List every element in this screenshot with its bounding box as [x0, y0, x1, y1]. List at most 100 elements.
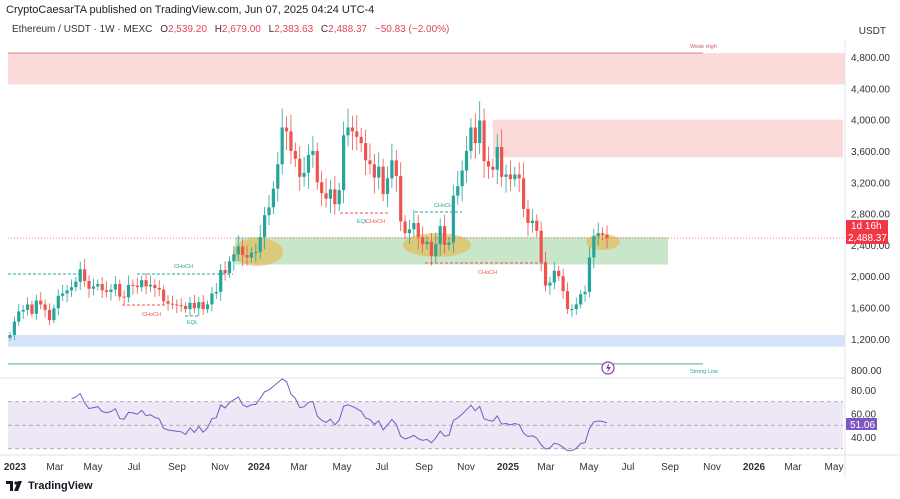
- candle: [548, 276, 552, 295]
- candle: [263, 206, 267, 250]
- candle-body: [425, 241, 429, 245]
- candle-body: [381, 166, 385, 195]
- candle: [473, 113, 477, 159]
- candle: [39, 292, 43, 310]
- price-axis-label: 4,000.00: [851, 116, 890, 127]
- candle-body: [337, 190, 341, 205]
- candle: [346, 108, 350, 147]
- tradingview-logo[interactable]: TradingView: [6, 480, 93, 492]
- symbol-name[interactable]: Ethereum / USDT · 1W · MEXC: [12, 24, 153, 35]
- candle-body: [179, 305, 183, 307]
- candle-body: [52, 308, 56, 321]
- candle-body: [91, 286, 96, 289]
- candle-body: [8, 334, 12, 338]
- candle-body: [526, 208, 530, 223]
- candle: [561, 269, 565, 299]
- candle-body: [491, 166, 495, 170]
- time-axis-label: Nov: [703, 462, 721, 473]
- candle: [284, 115, 289, 151]
- candle: [175, 299, 179, 314]
- candle-body: [197, 302, 201, 309]
- candle-body: [306, 154, 311, 173]
- time-axis-label: Sep: [661, 462, 679, 473]
- candle: [21, 305, 25, 319]
- candle-body: [263, 215, 267, 238]
- candle: [17, 303, 21, 326]
- candle-body: [579, 294, 583, 305]
- candle: [87, 275, 91, 298]
- price-axis-label: 2,000.00: [851, 272, 890, 283]
- candle: [214, 283, 218, 299]
- candle-body: [135, 285, 139, 288]
- candle: [407, 219, 412, 244]
- candle: [412, 209, 416, 237]
- time-axis-label: 2023: [4, 462, 27, 473]
- candle: [122, 290, 126, 305]
- candle: [140, 275, 144, 292]
- candle-body: [500, 147, 504, 177]
- candle: [429, 232, 434, 266]
- candle-body: [350, 127, 354, 132]
- choch-label: CHoCH: [142, 312, 161, 318]
- candle: [451, 184, 455, 253]
- currency-label[interactable]: USDT: [858, 26, 886, 37]
- price-axis-label: 2,400.00: [851, 241, 890, 252]
- candle-body: [223, 269, 227, 274]
- candle-body: [315, 150, 319, 183]
- candle-body: [254, 251, 258, 253]
- candle: [83, 259, 87, 287]
- candle-body: [421, 237, 425, 245]
- candle: [495, 133, 499, 184]
- candle: [399, 162, 403, 232]
- candle-body: [47, 309, 52, 321]
- eql-label: EQL: [357, 219, 368, 225]
- candle-body: [148, 284, 153, 287]
- lightning-icon[interactable]: [601, 361, 615, 375]
- candle-body: [56, 295, 60, 309]
- candle: [574, 297, 578, 315]
- candle: [535, 214, 539, 237]
- candle-body: [100, 284, 104, 291]
- choch-label: CHoCH: [434, 203, 453, 209]
- candle-body: [605, 234, 609, 239]
- candle: [333, 176, 337, 215]
- candle: [456, 170, 460, 205]
- choch-label: CHoCH: [174, 264, 193, 270]
- candle-body: [333, 189, 337, 205]
- candle: [469, 118, 473, 160]
- candle-body: [407, 229, 412, 234]
- candle-body: [535, 220, 539, 231]
- candle: [504, 164, 508, 193]
- candle-body: [69, 287, 74, 291]
- candle: [442, 214, 447, 254]
- candle-body: [249, 252, 254, 258]
- time-axis-label: Nov: [457, 462, 475, 473]
- candle-body: [43, 304, 47, 310]
- highlight-ellipse: [233, 238, 283, 266]
- candle-body: [236, 246, 240, 255]
- weak-high-label: Weak High: [690, 44, 717, 50]
- candle: [109, 284, 113, 301]
- candle: [381, 158, 385, 202]
- candle-body: [131, 284, 135, 286]
- candle-body: [504, 174, 508, 177]
- candle: [377, 152, 381, 190]
- candle-body: [78, 269, 82, 282]
- candle: [188, 296, 192, 316]
- candle-body: [258, 237, 262, 252]
- candle-body: [377, 166, 381, 178]
- candle-body: [539, 230, 543, 263]
- supply-zone-2025: [493, 119, 843, 158]
- candle-body: [153, 284, 157, 288]
- price-axis-label: 1,200.00: [851, 335, 890, 346]
- candle-body: [271, 188, 275, 208]
- candle: [368, 143, 372, 175]
- candle: [148, 275, 153, 292]
- candle: [258, 224, 262, 259]
- time-axis-label: Nov: [211, 462, 229, 473]
- candle: [539, 221, 543, 272]
- candle: [144, 273, 148, 295]
- candle: [328, 180, 333, 214]
- time-axis-label: Sep: [168, 462, 186, 473]
